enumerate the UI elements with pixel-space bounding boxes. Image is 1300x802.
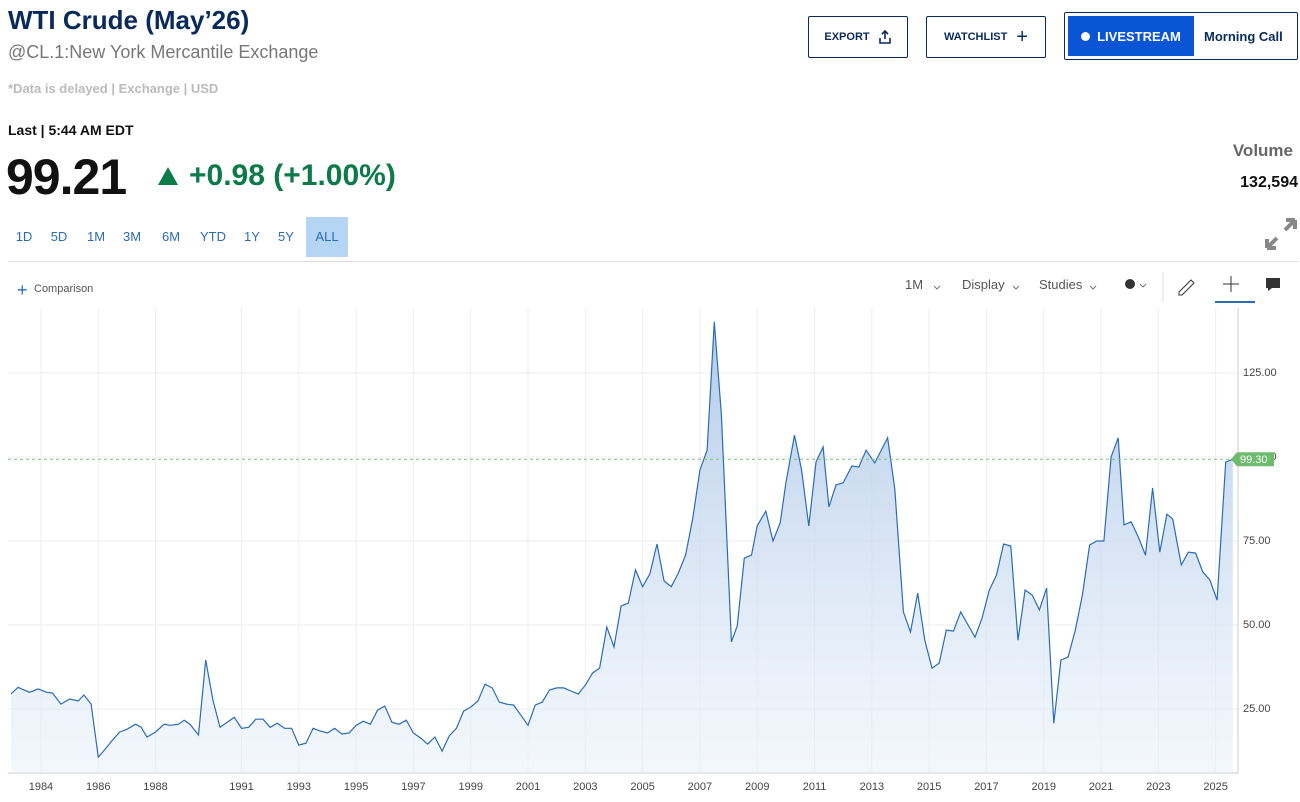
y-tick-label: 50.00 [1243, 619, 1271, 631]
y-tick-label: 75.00 [1243, 535, 1271, 547]
title: WTI Crude (May’26) [8, 5, 250, 35]
volume-label: Volume [1232, 141, 1293, 160]
y-tick-label: 125.00 [1243, 367, 1277, 379]
plus-icon: + [1016, 25, 1029, 48]
x-tick-label: 2007 [688, 781, 712, 793]
x-tick-label: 1997 [401, 781, 425, 793]
x-tick-label: 2013 [860, 781, 884, 793]
x-tick-label: 1984 [29, 781, 53, 793]
x-tick-label: 1995 [344, 781, 368, 793]
x-tick-label: 2011 [803, 781, 827, 793]
studies[interactable]: Studies [1039, 277, 1083, 292]
delay-note: *Data is delayed | Exchange | USD [8, 81, 219, 96]
x-tick-label: 1993 [287, 781, 311, 793]
x-tick-label: 1986 [86, 781, 110, 793]
x-tick-label: 1988 [143, 781, 167, 793]
range-button[interactable]: 6M [161, 229, 181, 244]
symbol: @CL.1:New York Mercantile Exchange [8, 42, 319, 62]
comparison[interactable]: Comparison [34, 283, 94, 295]
y-tick-label: 25.00 [1243, 703, 1271, 715]
range-button[interactable]: YTD [200, 229, 226, 244]
x-tick-label: 1999 [458, 781, 482, 793]
range-button[interactable]: ALL [306, 217, 348, 257]
price: 99.21 [6, 149, 127, 205]
range-button[interactable]: 5D [50, 229, 68, 244]
comparison-plus: + [17, 280, 28, 300]
last-price-tag [1231, 452, 1274, 467]
x-tick-label: 2009 [745, 781, 769, 793]
last-price-label: 99.30 [1240, 454, 1268, 466]
x-tick-label: 2017 [974, 781, 998, 793]
interval[interactable]: 1M [905, 277, 924, 292]
volume: 132,594 [1240, 174, 1298, 191]
morning-call: Morning Call [1204, 28, 1283, 44]
x-tick-label: 2023 [1146, 781, 1170, 793]
export-icon [878, 30, 891, 44]
x-tick-label: 2003 [573, 781, 597, 793]
livestream-badge: LIVESTREAM [1068, 16, 1194, 56]
display[interactable]: Display [962, 277, 1005, 292]
range-button[interactable]: 3M [122, 229, 142, 244]
livestream-label: LIVESTREAM [1097, 28, 1181, 44]
dropdown-carets [933, 285, 1097, 290]
change: +0.98 (+1.00%) [189, 159, 396, 192]
area-fill [10, 321, 1233, 773]
export-button[interactable]: EXPORT [808, 16, 908, 58]
watchlist-label: WATCHLIST [943, 31, 1008, 43]
livestream-button[interactable]: LIVESTREAM Morning Call [1064, 12, 1298, 60]
x-tick-label: 1991 [229, 781, 253, 793]
range-button[interactable]: 1D [15, 229, 33, 244]
x-tick-label: 2015 [917, 781, 941, 793]
range-button[interactable]: 1M [86, 229, 106, 244]
expand-icon[interactable] [1263, 216, 1299, 252]
x-tick-label: 2005 [630, 781, 654, 793]
x-tick-label: 2019 [1032, 781, 1056, 793]
range-button[interactable]: 5Y [278, 229, 294, 244]
last-label: Last | 5:44 AM EDT [8, 122, 134, 138]
x-tick-label: 2021 [1089, 781, 1113, 793]
range-button[interactable]: 1Y [244, 229, 260, 244]
divider [8, 261, 1298, 262]
x-tick-label: 2001 [516, 781, 540, 793]
up-arrow [158, 167, 178, 185]
tool-icons [1125, 272, 1280, 303]
export-label: EXPORT [824, 31, 870, 43]
watchlist-button[interactable]: WATCHLIST + [926, 16, 1046, 58]
live-dot [1081, 31, 1091, 41]
x-tick-label: 2025 [1203, 781, 1227, 793]
price-line [10, 321, 1234, 759]
